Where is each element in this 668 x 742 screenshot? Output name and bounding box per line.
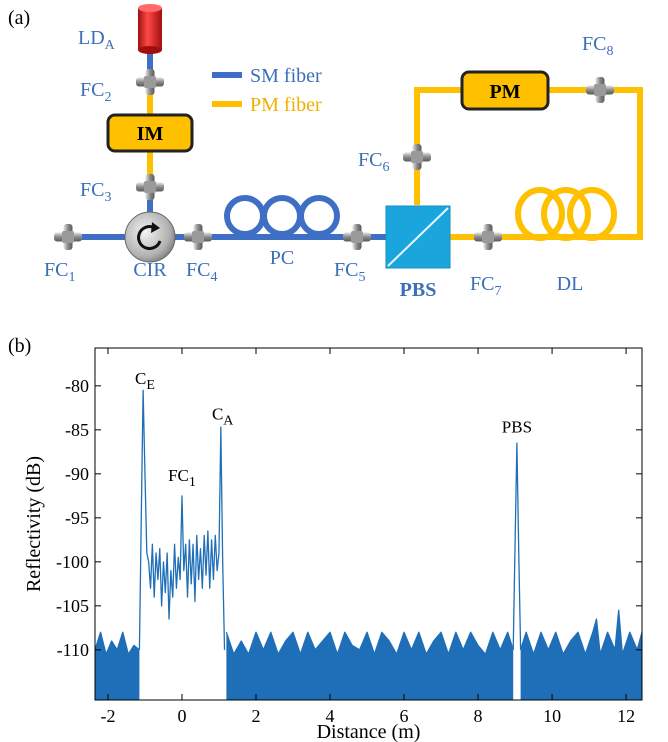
dl-coil — [567, 187, 617, 241]
pbs-cube — [385, 205, 451, 269]
component-label: PC — [270, 247, 294, 269]
y-tick-label: -110 — [57, 640, 89, 660]
annotation-text: C — [212, 404, 223, 423]
im-box — [106, 113, 194, 153]
label-text: FC — [582, 33, 606, 55]
x-tick-label: 0 — [177, 706, 186, 726]
label-text: FC — [80, 79, 104, 101]
annotation-sub: E — [146, 378, 155, 393]
y-tick-label: -90 — [65, 464, 89, 484]
label-sub: 6 — [382, 160, 389, 175]
legend-label: SM fiber — [250, 65, 322, 87]
box-label: IM — [137, 123, 164, 145]
annotation-text: FC — [168, 466, 189, 485]
pc-coil — [224, 195, 266, 237]
annotation: CA — [212, 404, 234, 428]
y-tick-label: -105 — [56, 596, 89, 616]
x-tick-label: 4 — [326, 706, 335, 726]
label-sub: 7 — [494, 284, 501, 299]
dl-coil — [515, 187, 565, 241]
component-label: FC7 — [470, 273, 501, 299]
fibers — [60, 50, 643, 241]
label-text: FC — [44, 259, 68, 281]
area-fill — [520, 610, 642, 700]
panel-label: (b) — [8, 335, 31, 357]
annotation-sub: A — [223, 413, 234, 428]
component-label: PBS — [400, 279, 437, 301]
area-fill — [95, 632, 140, 700]
label-sub: 3 — [104, 190, 111, 205]
label-text: FC — [334, 259, 358, 281]
plot-area — [95, 389, 642, 700]
y-tick-label: -95 — [65, 508, 89, 528]
annotation: PBS — [502, 417, 532, 436]
annotation: FC1 — [168, 466, 196, 490]
dl-coil — [541, 187, 591, 241]
component-label: DL — [557, 273, 584, 295]
component-label: FC6 — [358, 149, 389, 175]
data-line — [95, 609, 642, 655]
circulator — [124, 211, 176, 263]
panel-label: (a) — [8, 7, 30, 29]
box-label: PM — [489, 81, 520, 103]
x-tick-label: 6 — [400, 706, 409, 726]
connector — [136, 69, 164, 95]
label-sub: 4 — [210, 270, 217, 285]
pm-box — [460, 70, 550, 111]
y-axis-label: Reflectivity (dB) — [23, 456, 45, 592]
annotation: CE — [135, 369, 155, 393]
label-text: FC — [186, 259, 210, 281]
label-sub: 1 — [68, 270, 75, 285]
laser — [138, 4, 162, 54]
component-label: FC4 — [186, 259, 217, 285]
label-sub: 5 — [358, 270, 365, 285]
label-text: FC — [80, 179, 104, 201]
component-label: FC3 — [80, 179, 111, 205]
connector — [184, 224, 212, 250]
y-tick-label: -85 — [65, 420, 89, 440]
chart: -2 0 2 4 6 8 10 12 -80 -85 -90 -95 -100 -105 -110 Dista… — [23, 347, 643, 742]
component-label: CIR — [133, 259, 167, 281]
plot-frame — [94, 347, 643, 701]
connector — [136, 174, 164, 200]
component-label: FC5 — [334, 259, 365, 285]
label-text: LD — [78, 27, 105, 49]
pc-coil — [298, 195, 340, 237]
legend-label: PM fiber — [250, 94, 322, 116]
x-tick-label: -2 — [100, 706, 115, 726]
connector — [54, 224, 82, 250]
y-tick-label: -80 — [65, 376, 89, 396]
connector — [474, 224, 502, 250]
pc-coil — [261, 195, 303, 237]
y-tick-label: -100 — [56, 552, 89, 572]
connector — [586, 77, 614, 103]
label-sub: 2 — [104, 90, 111, 105]
component-label: FC1 — [44, 259, 75, 285]
component-label: LDA — [78, 27, 116, 53]
component-label: FC8 — [582, 33, 613, 59]
x-tick-label: 8 — [474, 706, 483, 726]
label-text: FC — [470, 273, 494, 295]
component-label: FC2 — [80, 79, 111, 105]
x-tick-label: 10 — [543, 706, 561, 726]
label-sub: 8 — [606, 44, 613, 59]
x-axis-label: Distance (m) — [317, 721, 421, 742]
x-tick-label: 2 — [251, 706, 260, 726]
label-text: FC — [358, 149, 382, 171]
annotation-text: C — [135, 369, 146, 388]
x-tick-label: 12 — [617, 706, 635, 726]
data-line — [138, 389, 522, 650]
connector — [403, 144, 431, 170]
annotation-sub: 1 — [189, 475, 196, 490]
annotation-text: PBS — [502, 417, 532, 436]
label-sub: A — [105, 38, 116, 53]
connector — [343, 224, 371, 250]
